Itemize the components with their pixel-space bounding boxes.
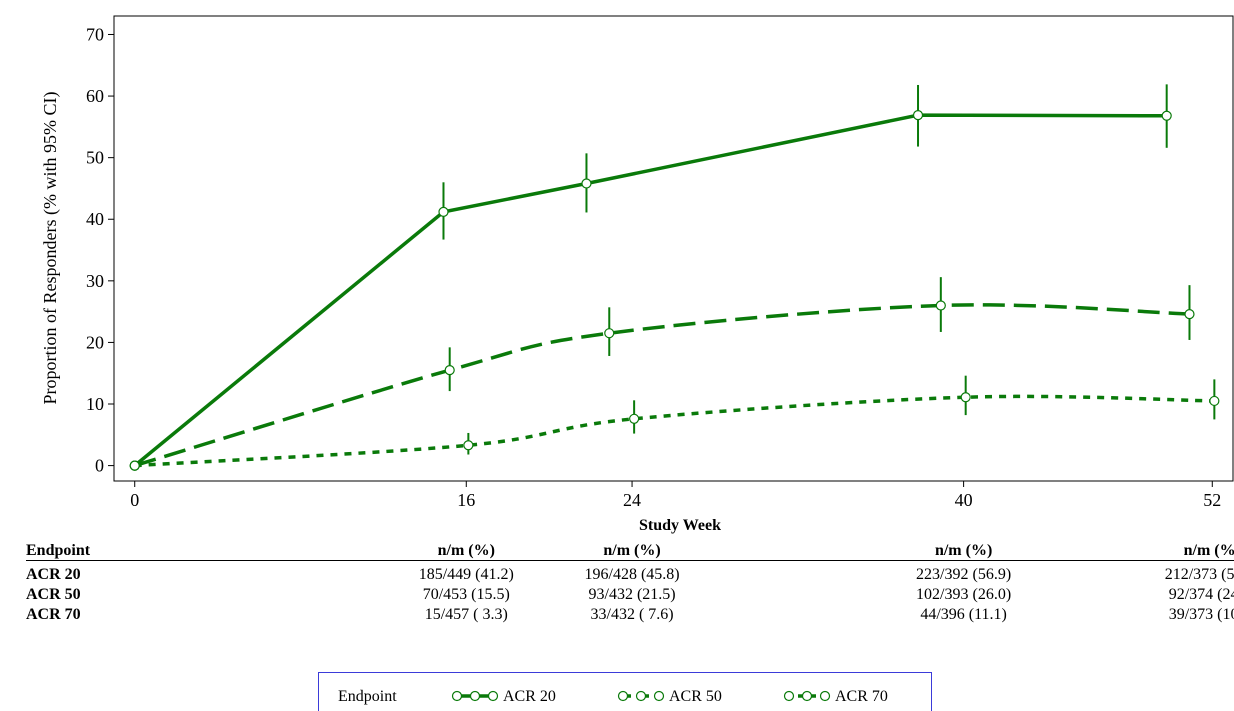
marker-acr-20: [581, 178, 592, 189]
y-tick-label: 0: [95, 456, 104, 476]
table-cell: 39/373 (10.5): [1168, 606, 1234, 623]
marker-acr-70: [629, 413, 640, 424]
table-cell: 93/432 (21.5): [588, 586, 676, 603]
y-tick-label: 20: [86, 332, 104, 352]
legend-swatch: [783, 690, 831, 702]
x-tick-label: 16: [457, 490, 475, 510]
legend: Endpoint ACR 20 ACR 50 ACR 70: [318, 672, 932, 711]
legend-marker: [801, 690, 813, 702]
table-cell: 212/373 (56.8): [1164, 566, 1234, 583]
table-row-label: ACR 20: [26, 566, 81, 583]
y-axis-label: Proportion of Responders (% with 95% CI): [40, 92, 61, 405]
series-line-acr-50: [134, 303, 1190, 468]
table-cell: 70/453 (15.5): [422, 586, 510, 603]
x-axis-label: Study Week: [639, 517, 721, 534]
y-tick-label: 10: [86, 394, 104, 414]
x-tick-label: 40: [955, 490, 973, 510]
table-cell: 33/432 ( 7.6): [590, 606, 674, 623]
legend-title: Endpoint: [338, 688, 397, 705]
marker-acr-70: [129, 460, 140, 471]
marker-acr-50: [1184, 308, 1195, 320]
marker-acr-50: [444, 365, 455, 376]
legend-marker: [635, 690, 647, 702]
legend-marker: [653, 690, 665, 702]
marker-acr-50: [604, 328, 615, 339]
legend-label: ACR 70: [835, 688, 888, 705]
table-cell: 15/457 ( 3.3): [424, 606, 508, 623]
responder-table: Endpoint n/m (%) n/m (%) n/m (%) n/m (%) ACR…: [0, 540, 1234, 635]
table-cell: 92/374 (24.6): [1168, 586, 1234, 603]
table-col-header: n/m (%): [1183, 542, 1234, 559]
legend-label: ACR 50: [669, 688, 722, 705]
y-tick-label: 40: [86, 209, 104, 229]
series-line-acr-70: [134, 394, 1215, 468]
legend-marker: [451, 690, 463, 702]
table-cell: 185/449 (41.2): [418, 566, 514, 583]
marker-acr-20: [912, 110, 924, 121]
y-tick-label: 60: [86, 86, 104, 106]
table-cell: 44/396 (11.1): [920, 606, 1007, 623]
legend-marker: [487, 690, 499, 702]
marker-acr-70: [463, 440, 474, 451]
table-row-label: ACR 50: [26, 586, 81, 603]
legend-marker: [469, 690, 481, 702]
series-line-acr-20: [133, 113, 1167, 467]
table-row-label: ACR 70: [26, 606, 81, 623]
marker-acr-20: [438, 206, 449, 217]
y-tick-label: 30: [86, 271, 104, 291]
axis-ticks: 0 10 20 30 40 50 60 70 0 16 24 40 52: [86, 24, 1221, 510]
legend-marker: [819, 690, 831, 702]
marker-acr-50: [935, 300, 946, 311]
legend-marker: [617, 690, 629, 702]
marker-acr-70: [960, 392, 971, 403]
legend-label: ACR 20: [503, 688, 556, 705]
legend-swatch: [451, 690, 499, 702]
table-header-endpoint: Endpoint: [26, 542, 91, 559]
table-col-header: n/m (%): [934, 542, 993, 559]
table-col-header: n/m (%): [437, 542, 495, 559]
series-layer: [129, 84, 1220, 471]
legend-swatch: [617, 690, 665, 702]
x-tick-label: 52: [1203, 490, 1221, 510]
table-cell: 223/392 (56.9): [916, 566, 1012, 583]
x-tick-label: 24: [623, 490, 641, 510]
table-cell: 196/428 (45.8): [584, 566, 680, 583]
table-col-header: n/m (%): [603, 542, 661, 559]
table-cell: 102/393 (26.0): [916, 586, 1012, 603]
y-tick-label: 50: [86, 148, 104, 168]
plot-frame: [113, 15, 1234, 482]
marker-acr-20: [1161, 110, 1172, 121]
x-tick-label: 0: [130, 490, 139, 510]
y-tick-label: 70: [86, 24, 104, 44]
line-chart: 0 10 20 30 40 50 60 70 0 16 24 40 52 Proportion of R…: [40, 15, 1234, 534]
table-rule: [26, 560, 1234, 561]
legend-marker: [783, 690, 795, 702]
marker-acr-70: [1209, 395, 1220, 407]
